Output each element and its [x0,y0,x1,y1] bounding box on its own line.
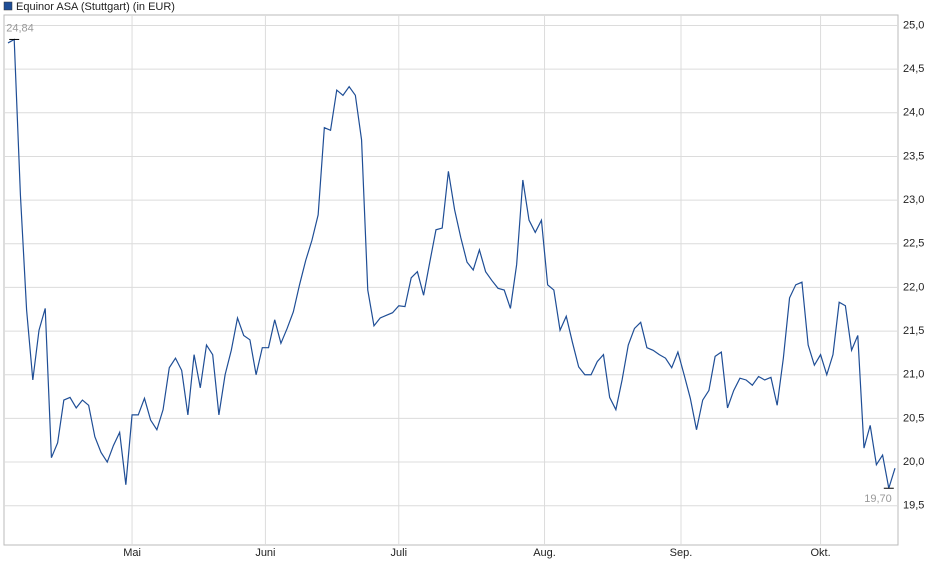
y-tick-label: 20,5 [903,412,924,424]
y-tick-label: 20,0 [903,456,924,468]
price-line [7,38,896,489]
plot-frame [3,14,899,546]
legend-swatch [3,1,13,11]
x-tick-label: Sep. [670,547,693,559]
x-tick-label: Mai [123,547,141,559]
y-tick-label: 23,0 [903,194,924,206]
x-tick-label: Aug. [533,547,556,559]
x-tick-label: Juni [255,547,275,559]
extreme-label: 19,70 [864,493,892,505]
y-tick-label: 24,5 [903,63,924,75]
y-tick-label: 22,5 [903,238,924,250]
y-tick-label: 23,5 [903,150,924,162]
y-tick-label: 24,0 [903,107,924,119]
y-tick-label: 21,5 [903,325,924,337]
x-tick-label: Juli [391,547,408,559]
y-tick-label: 25,0 [903,19,924,31]
x-tick-label: Okt. [810,547,830,559]
legend-label: Equinor ASA (Stuttgart) (in EUR) [16,1,175,13]
y-tick-label: 21,0 [903,369,924,381]
extreme-label: 24,84 [6,22,34,34]
y-tick-label: 19,5 [903,500,924,512]
y-tick-label: 22,0 [903,281,924,293]
